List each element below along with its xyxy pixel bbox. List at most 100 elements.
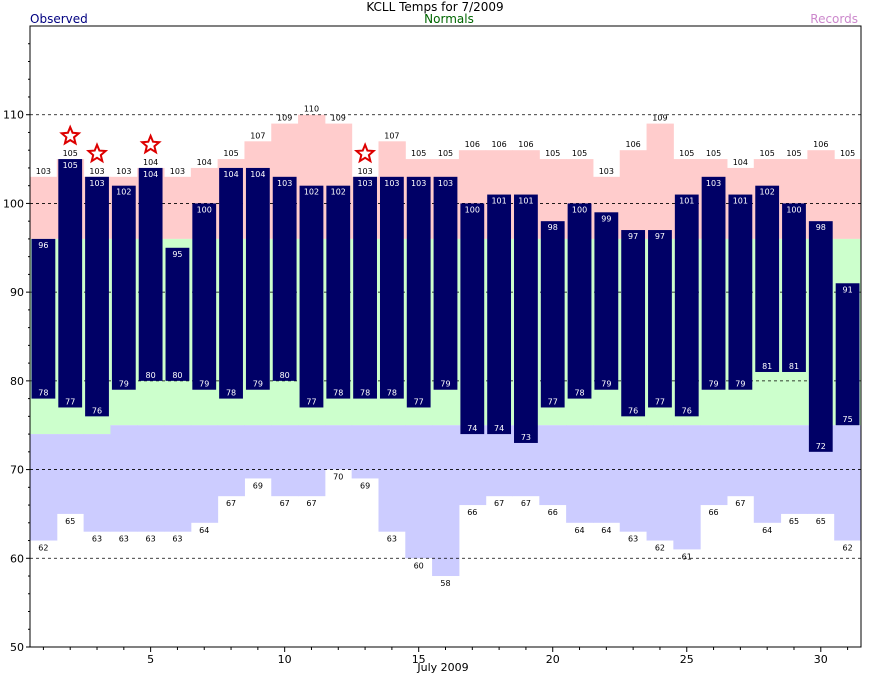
observed-bar [353,176,377,399]
record-low-label: 70 [333,473,343,482]
record-low-band [164,425,192,532]
record-low-band [646,425,674,541]
x-tick-label: 10 [278,653,292,666]
observed-bar [245,167,270,390]
observed-low-label: 79 [601,380,611,389]
observed-high-label: 101 [679,197,694,206]
record-low-label: 67 [494,499,504,508]
record-low-label: 63 [172,535,182,544]
record-low-label: 69 [360,481,370,490]
observed-bar [460,203,485,435]
observed-high-label: 95 [172,250,182,259]
record-low-band [726,425,755,497]
record-high-label: 106 [491,140,506,149]
record-high-label: 104 [733,158,748,167]
observed-bar [192,203,217,390]
observed-low-label: 79 [119,380,129,389]
record-high-label: 105 [545,149,560,158]
record-high-band [619,150,648,239]
record-low-band [298,425,326,497]
x-tick-label: 20 [546,653,560,666]
observed-bar [406,176,431,408]
observed-low-label: 79 [253,380,263,389]
record-low-label: 61 [682,552,692,561]
observed-low-label: 78 [574,389,584,398]
observed-low-label: 78 [360,389,370,398]
record-low-label: 64 [601,526,611,535]
record-star-icon [86,142,109,164]
record-low-label: 66 [548,508,558,517]
record-low-label: 64 [762,526,772,535]
record-low-label: 66 [467,508,477,517]
record-high-label: 103 [599,167,614,176]
record-high-label: 105 [786,149,801,158]
observed-low-label: 74 [494,424,504,433]
record-low-band [700,425,728,506]
observed-low-label: 78 [38,389,48,398]
observed-high-label: 100 [465,205,480,214]
observed-high-label: 102 [331,188,346,197]
observed-bar [808,221,833,452]
y-tick-label: 70 [10,464,24,477]
x-tick-label: 25 [680,653,694,666]
observed-high-label: 101 [518,197,533,206]
observed-bar [755,185,780,372]
record-low-label: 67 [735,499,745,508]
y-tick-label: 80 [10,375,24,388]
record-high-label: 103 [116,167,131,176]
record-high-label: 106 [518,140,533,149]
record-low-band [432,425,460,577]
record-high-label: 107 [250,131,265,140]
record-low-band [30,434,58,541]
record-low-label: 60 [414,561,424,570]
observed-low-label: 80 [146,371,156,380]
observed-high-label: 103 [89,179,104,188]
observed-bar [165,247,190,381]
observed-bar [326,185,351,399]
observed-bar [219,167,243,399]
observed-bar [567,203,592,399]
y-tick-label: 90 [10,286,24,299]
observed-bar [621,230,646,417]
observed-bar [648,230,672,408]
legend-normals: Normals [424,12,474,26]
observed-low-label: 80 [172,371,182,380]
record-high-label: 105 [706,149,721,158]
record-low-label: 58 [440,579,450,588]
x-tick-label: 30 [814,653,828,666]
record-low-band [405,425,433,559]
record-low-band [592,425,621,523]
record-low-label: 63 [387,535,397,544]
observed-bar [594,212,619,390]
record-high-label: 107 [384,131,399,140]
record-low-band [351,425,379,479]
observed-low-label: 78 [226,389,236,398]
observed-bar [514,194,538,443]
record-low-band [485,425,514,497]
observed-low-label: 77 [306,397,316,406]
observed-high-label: 103 [438,179,453,188]
record-low-label: 67 [280,499,290,508]
record-low-band [137,425,165,532]
record-high-label: 105 [572,149,587,158]
observed-low-label: 76 [628,406,638,415]
x-axis-label: July 2009 [417,661,469,674]
record-star-icon [59,124,82,146]
observed-high-label: 103 [277,179,292,188]
observed-high-label: 102 [760,188,775,197]
observed-high-label: 104 [223,170,238,179]
record-high-label: 105 [223,149,238,158]
observed-high-label: 103 [357,179,372,188]
observed-low-label: 77 [414,397,424,406]
record-low-band [324,425,353,470]
record-high-label: 106 [626,140,641,149]
x-tick-label: 5 [147,653,154,666]
record-high-label: 103 [36,167,51,176]
observed-low-label: 72 [816,442,826,451]
observed-low-label: 73 [521,433,531,442]
observed-bar [701,176,726,390]
record-high-band [834,159,862,239]
record-low-label: 65 [789,517,799,526]
observed-high-label: 104 [143,170,158,179]
observed-low-label: 78 [387,389,397,398]
